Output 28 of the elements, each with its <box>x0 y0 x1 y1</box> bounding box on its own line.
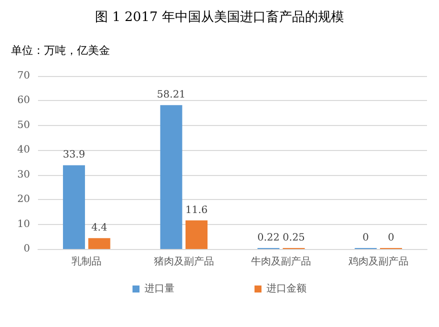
data-label: 11.6 <box>185 204 208 216</box>
data-label: 58.21 <box>156 90 186 101</box>
y-tick-label: 20 <box>17 194 30 206</box>
bar <box>88 238 110 249</box>
y-tick-label: 50 <box>17 120 30 131</box>
y-tick-label: 70 <box>17 70 30 82</box>
y-tick-label: 0 <box>24 244 30 254</box>
chart-subtitle: 单位：万吨，亿美金 <box>11 44 110 57</box>
data-label: 4.4 <box>91 222 108 234</box>
data-label: 33.9 <box>62 150 86 161</box>
data-label: 0.22 <box>257 232 280 244</box>
y-tick-label: 10 <box>17 218 30 230</box>
legend-label: 进口金额 <box>266 282 306 294</box>
bar <box>160 105 182 249</box>
x-tick-label: 牛肉及副产品 <box>251 256 312 268</box>
x-tick-label: 乳制品 <box>72 256 102 268</box>
data-label: 0 <box>362 232 369 244</box>
y-tick-label: 60 <box>17 95 30 106</box>
x-tick-label: 猪肉及副产品 <box>154 256 214 268</box>
x-tick-label: 鸡肉及副产品 <box>347 256 408 268</box>
legend-label: 进口量 <box>144 282 174 294</box>
bar <box>62 165 85 249</box>
data-label: 0 <box>388 232 394 244</box>
y-tick-label: 40 <box>17 144 30 156</box>
y-tick-label: 30 <box>17 169 30 180</box>
bar <box>186 220 208 249</box>
chart-title: 图 1 2017 年中国从美国进口畜产品的规模 <box>95 9 344 25</box>
data-label: 0.25 <box>282 232 305 244</box>
